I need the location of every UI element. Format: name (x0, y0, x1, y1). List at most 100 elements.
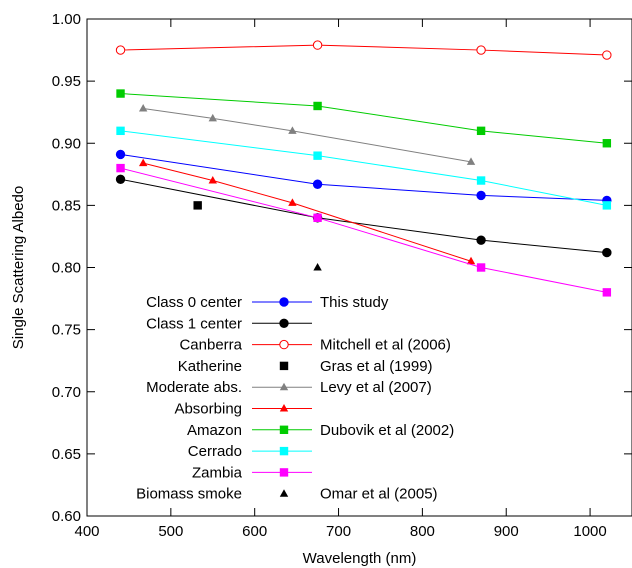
series-line (143, 162, 472, 262)
series-2 (115, 40, 612, 60)
legend-marker (279, 425, 289, 434)
series-line (120, 130, 607, 206)
legend-label: Class 0 center (146, 294, 242, 311)
y-tick-label: 0.95 (52, 73, 81, 90)
x-tick-label: 700 (326, 523, 351, 540)
legend-marker (279, 404, 289, 412)
x-tick-label: 800 (410, 523, 435, 540)
legend-label: Amazon (187, 422, 242, 439)
x-axis-label: Wavelength (nm) (303, 550, 417, 567)
x-tick-label: 900 (494, 523, 519, 540)
y-tick-label: 0.75 (52, 322, 81, 339)
legend-row: Class 1 center (146, 315, 312, 332)
data-point (602, 50, 612, 60)
data-point (476, 126, 486, 136)
legend-label: Zambia (192, 464, 243, 481)
data-point (208, 176, 217, 184)
y-tick-label: 0.70 (52, 384, 81, 401)
legend-row: Absorbing (174, 401, 312, 418)
legend-marker (279, 339, 289, 350)
data-point (313, 213, 322, 222)
legend-source: Omar et al (2005) (320, 486, 438, 503)
x-tick-label: 600 (242, 523, 267, 540)
plot-border (86, 18, 632, 517)
data-point (466, 256, 476, 265)
data-point (193, 201, 202, 210)
data-point (138, 158, 148, 167)
data-point (602, 139, 612, 148)
data-point (116, 163, 125, 173)
series-7 (116, 126, 612, 210)
series-line (120, 178, 607, 254)
data-point (288, 126, 297, 134)
data-point (476, 45, 486, 55)
data-point (313, 263, 322, 271)
data-point (115, 45, 126, 55)
legend-source: Dubovik et al (2002) (320, 422, 454, 439)
data-point (115, 174, 126, 184)
data-point (313, 101, 322, 111)
series-3 (193, 201, 202, 210)
legend-source: Mitchell et al (2006) (320, 337, 451, 354)
legend-label: Canberra (179, 337, 242, 354)
data-point (476, 263, 486, 272)
data-point (115, 149, 126, 160)
legend-marker (279, 297, 289, 307)
data-point (116, 89, 125, 98)
legend-label: Absorbing (174, 401, 242, 418)
series-4 (138, 103, 476, 165)
data-point (466, 157, 476, 165)
legend-marker (279, 446, 289, 456)
data-point (116, 126, 125, 136)
legend-source: Levy et al (2007) (320, 379, 432, 396)
legend-label: Moderate abs. (146, 379, 242, 396)
data-point (602, 201, 612, 210)
data-point (313, 151, 322, 160)
series-6 (116, 89, 612, 148)
data-point (288, 198, 297, 206)
legend-marker (279, 468, 289, 477)
data-point (602, 288, 612, 297)
data-point (476, 235, 486, 245)
y-tick-label: 0.65 (52, 446, 81, 463)
series-layer (115, 40, 612, 297)
legend: Class 0 center This study Class 1 center Ca… (136, 294, 454, 503)
x-tick-label: 400 (74, 523, 99, 540)
y-tick-label: 0.80 (52, 260, 81, 277)
data-point (138, 103, 148, 112)
legend-label: Biomass smoke (136, 486, 242, 503)
legend-source: Gras et al (1999) (320, 358, 433, 375)
legend-marker (279, 489, 289, 497)
legend-row: Cerrado (188, 443, 312, 460)
y-tick-label: 1.00 (52, 11, 81, 28)
series-line (120, 93, 607, 144)
plot-area (86, 18, 632, 517)
legend-label: Cerrado (188, 443, 242, 460)
series-line (143, 107, 472, 163)
y-axis-label: Single Scattering Albedo (10, 186, 27, 349)
legend-source: This study (320, 294, 389, 311)
data-point (602, 247, 612, 258)
axis-ticks: 400 500 600 700 800 900 1000 0.60 0.65 0.70 0.75 0.… (52, 11, 632, 540)
data-point (208, 113, 217, 122)
series-0 (115, 149, 612, 206)
series-line (120, 167, 607, 293)
legend-row: Class 0 center This study (146, 294, 389, 311)
x-tick-label: 1000 (573, 523, 606, 540)
data-point (312, 179, 323, 189)
series-9 (313, 263, 322, 271)
y-tick-label: 0.90 (52, 135, 81, 152)
legend-row: Biomass smoke Omar et al (2005) (136, 486, 437, 503)
legend-marker (279, 382, 289, 391)
legend-row: Moderate abs. Levy et al (2007) (146, 379, 432, 396)
data-point (476, 176, 486, 185)
series-5 (138, 158, 476, 265)
y-tick-label: 0.60 (52, 508, 81, 525)
legend-label: Class 1 center (146, 315, 242, 332)
legend-row: Canberra Mitchell et al (2006) (179, 337, 450, 354)
x-tick-label: 500 (158, 523, 183, 540)
legend-label: Katherine (178, 358, 242, 375)
legend-marker (279, 361, 289, 371)
series-line (120, 44, 607, 56)
